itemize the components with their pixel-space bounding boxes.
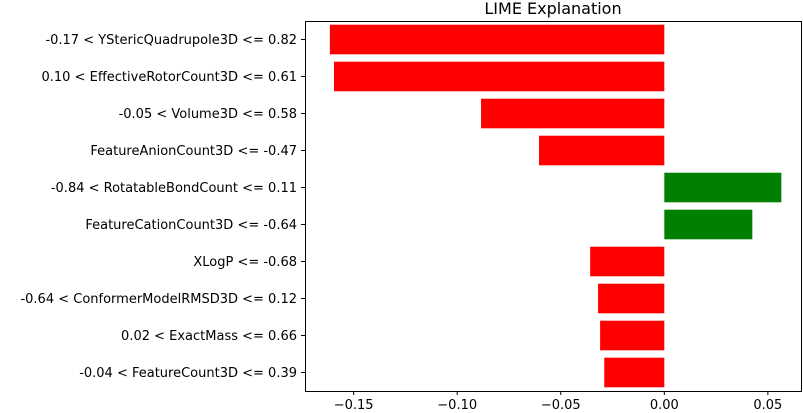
y-tick-label-9: -0.04 < FeatureCount3D <= 0.39 [79, 366, 297, 381]
y-tick-label-0: -0.17 < YStericQuadrupole3D <= 0.82 [45, 33, 297, 48]
y-tick-label-5: FeatureCationCount3D <= -0.64 [85, 218, 297, 233]
bar-3 [539, 135, 665, 166]
x-tick-label-1: −0.10 [437, 398, 477, 413]
bar-2 [481, 98, 665, 129]
y-tick-label-8: 0.02 < ExactMass <= 0.66 [121, 329, 297, 344]
y-tick-label-6: XLogP <= -0.68 [193, 255, 297, 270]
x-tick-label-2: −0.05 [541, 398, 581, 413]
x-tick-label-0: −0.15 [334, 398, 374, 413]
bar-4 [664, 172, 782, 203]
bar-5 [664, 209, 753, 240]
y-tick-label-2: -0.05 < Volume3D <= 0.58 [119, 107, 297, 122]
bar-6 [590, 246, 665, 277]
bars-group [329, 24, 782, 388]
bar-9 [604, 357, 665, 388]
y-tick-label-4: -0.84 < RotatableBondCount <= 0.11 [51, 181, 297, 196]
y-tick-label-1: 0.10 < EffectiveRotorCount3D <= 0.61 [42, 70, 298, 85]
bar-0 [329, 24, 665, 55]
y-tick-label-3: FeatureAnionCount3D <= -0.47 [90, 144, 297, 159]
plot-frame [305, 21, 802, 392]
y-axis: -0.17 < YStericQuadrupole3D <= 0.82 0.10 … [20, 33, 305, 381]
y-tick-label-7: -0.64 < ConformerModelRMSD3D <= 0.12 [20, 292, 297, 307]
x-axis: −0.15 −0.10 −0.05 0.00 0.05 [334, 391, 782, 413]
x-tick-label-3: 0.00 [650, 398, 679, 413]
x-tick-label-4: 0.05 [753, 398, 782, 413]
bar-1 [333, 61, 665, 92]
bar-8 [600, 320, 665, 351]
chart-title: LIME Explanation [484, 0, 621, 18]
bar-7 [598, 283, 665, 314]
